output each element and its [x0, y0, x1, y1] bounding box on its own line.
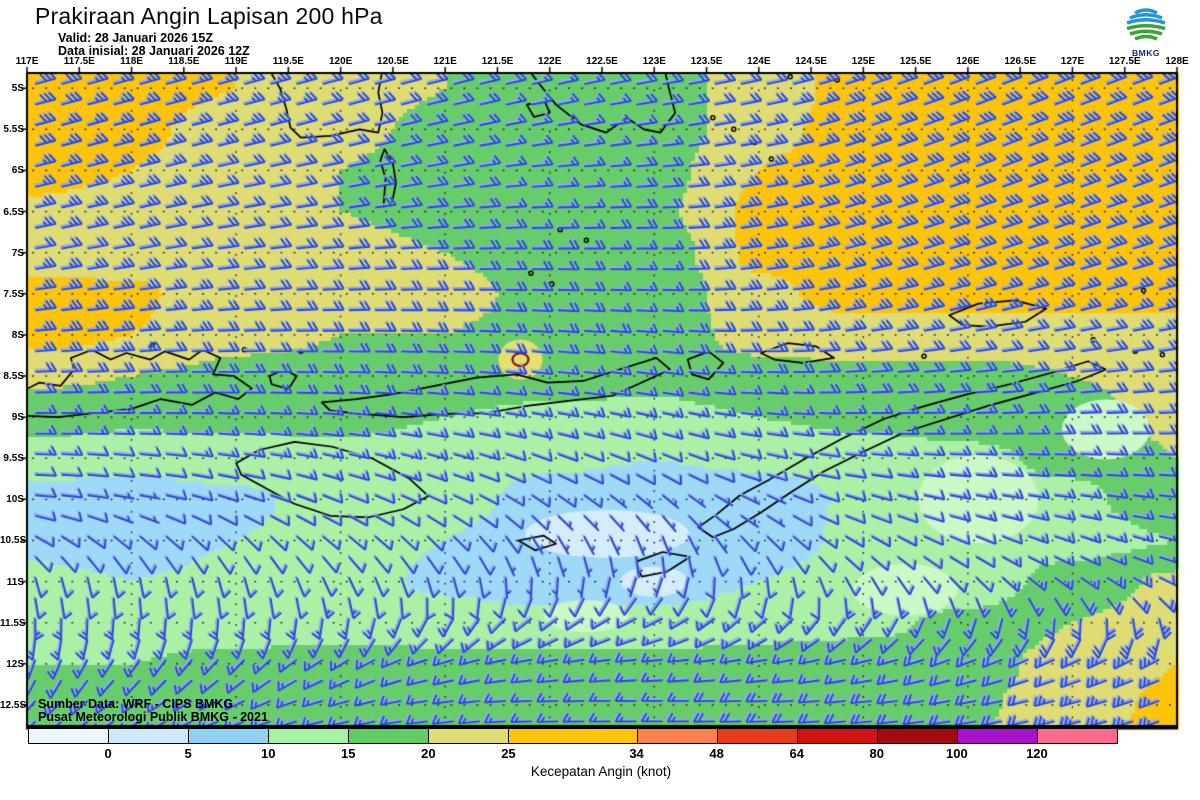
legend-swatch	[796, 728, 878, 744]
bmkg-logo-icon	[1125, 3, 1167, 45]
legend-swatch	[348, 728, 430, 744]
lon-tick-label: 128E	[1165, 56, 1189, 67]
lat-tick-label: 12S	[6, 658, 24, 670]
lon-tick-label: 117.5E	[63, 56, 95, 67]
page-title: Prakiraan Angin Lapisan 200 hPa	[35, 3, 383, 29]
lon-tick-label: 123.5E	[690, 56, 723, 67]
legend-tick-label: 25	[501, 746, 516, 761]
lat-tick-label: 12.5S	[0, 699, 27, 711]
legend-tick-label: 20	[421, 746, 436, 761]
lon-tick-label: 121.5E	[481, 56, 514, 67]
lon-tick-label: 119E	[224, 56, 248, 67]
legend-swatch	[956, 728, 1038, 744]
lon-tick-label: 117E	[15, 56, 39, 67]
wind-speed-legend	[28, 728, 1118, 744]
legend-tick-label: 80	[869, 746, 884, 761]
wind-map-canvas	[0, 0, 1200, 745]
lat-tick-label: 5.5S	[3, 124, 24, 136]
lat-tick-label: 7S	[11, 247, 24, 259]
lon-tick-label: 126.5E	[1004, 56, 1037, 67]
legend-tick-label: 64	[789, 746, 804, 761]
legend-swatch	[876, 728, 958, 744]
lat-tick-label: 10S	[6, 494, 24, 506]
lon-tick-label: 122.5E	[586, 56, 618, 67]
lon-tick-label: 127E	[1060, 56, 1085, 67]
bmkg-logo-label: BMKG	[1132, 48, 1160, 58]
legend-swatch	[28, 728, 110, 744]
legend-tick-label: 100	[945, 746, 968, 761]
lon-tick-label: 124.5E	[795, 56, 827, 67]
lon-tick-label: 120.5E	[377, 56, 409, 67]
lat-tick-label: 6S	[11, 165, 24, 177]
lat-tick-label: 8.5S	[3, 371, 24, 383]
legend-title: Kecepatan Angin (knot)	[530, 764, 672, 779]
bmkg-logo: BMKG	[1120, 2, 1172, 58]
lon-tick-label: 118.5E	[168, 56, 200, 67]
init-time-label: Data inisial: 28 Januari 2026 12Z	[58, 44, 250, 58]
legend-tick-label: 34	[629, 746, 644, 761]
lat-tick-label: 8S	[11, 329, 24, 341]
lat-tick-label: 11S	[6, 576, 24, 588]
lat-tick-label: 6.5S	[3, 206, 24, 218]
lon-tick-label: 122E	[538, 56, 562, 67]
legend-swatch	[268, 728, 350, 744]
lat-tick-label: 5S	[11, 83, 24, 95]
data-source-credit: Sumber Data: WRF - CIPS BMKG	[38, 697, 234, 711]
lon-tick-label: 123E	[642, 56, 666, 67]
lon-tick-label: 121E	[433, 56, 457, 67]
lon-tick-label: 120E	[328, 56, 353, 67]
legend-swatch	[108, 728, 190, 744]
legend-swatch	[508, 728, 638, 744]
lon-tick-label: 124E	[747, 56, 771, 67]
lon-tick-label: 125.5E	[899, 56, 932, 67]
legend-tick-label: 15	[341, 746, 356, 761]
lat-tick-label: 9.5S	[3, 453, 24, 465]
lat-tick-label: 10.5S	[0, 535, 27, 547]
legend-swatch	[1036, 728, 1118, 744]
legend-swatch	[716, 728, 798, 744]
legend-tick-label: 5	[184, 746, 192, 761]
legend-tick-label: 48	[709, 746, 724, 761]
lat-tick-label: 11.5S	[0, 617, 26, 629]
legend-swatch	[188, 728, 270, 744]
lon-tick-label: 118E	[120, 56, 143, 67]
lon-tick-label: 125E	[851, 56, 876, 67]
legend-tick-label: 10	[260, 746, 276, 761]
publisher-credit: Pusat Meteorologi Publik BMKG - 2021	[38, 710, 268, 724]
legend-swatch	[428, 728, 510, 744]
lon-tick-label: 119.5E	[272, 56, 304, 67]
legend-tick-label: 0	[104, 746, 112, 761]
lat-tick-label: 7.5S	[3, 288, 24, 300]
legend-tick-label: 120	[1026, 746, 1048, 761]
legend-swatch	[636, 728, 718, 744]
lon-tick-label: 126E	[956, 56, 980, 67]
lon-tick-label: 127.5E	[1108, 56, 1141, 67]
valid-time-label: Valid: 28 Januari 2026 15Z	[58, 31, 213, 45]
lat-tick-label: 9S	[11, 412, 24, 424]
